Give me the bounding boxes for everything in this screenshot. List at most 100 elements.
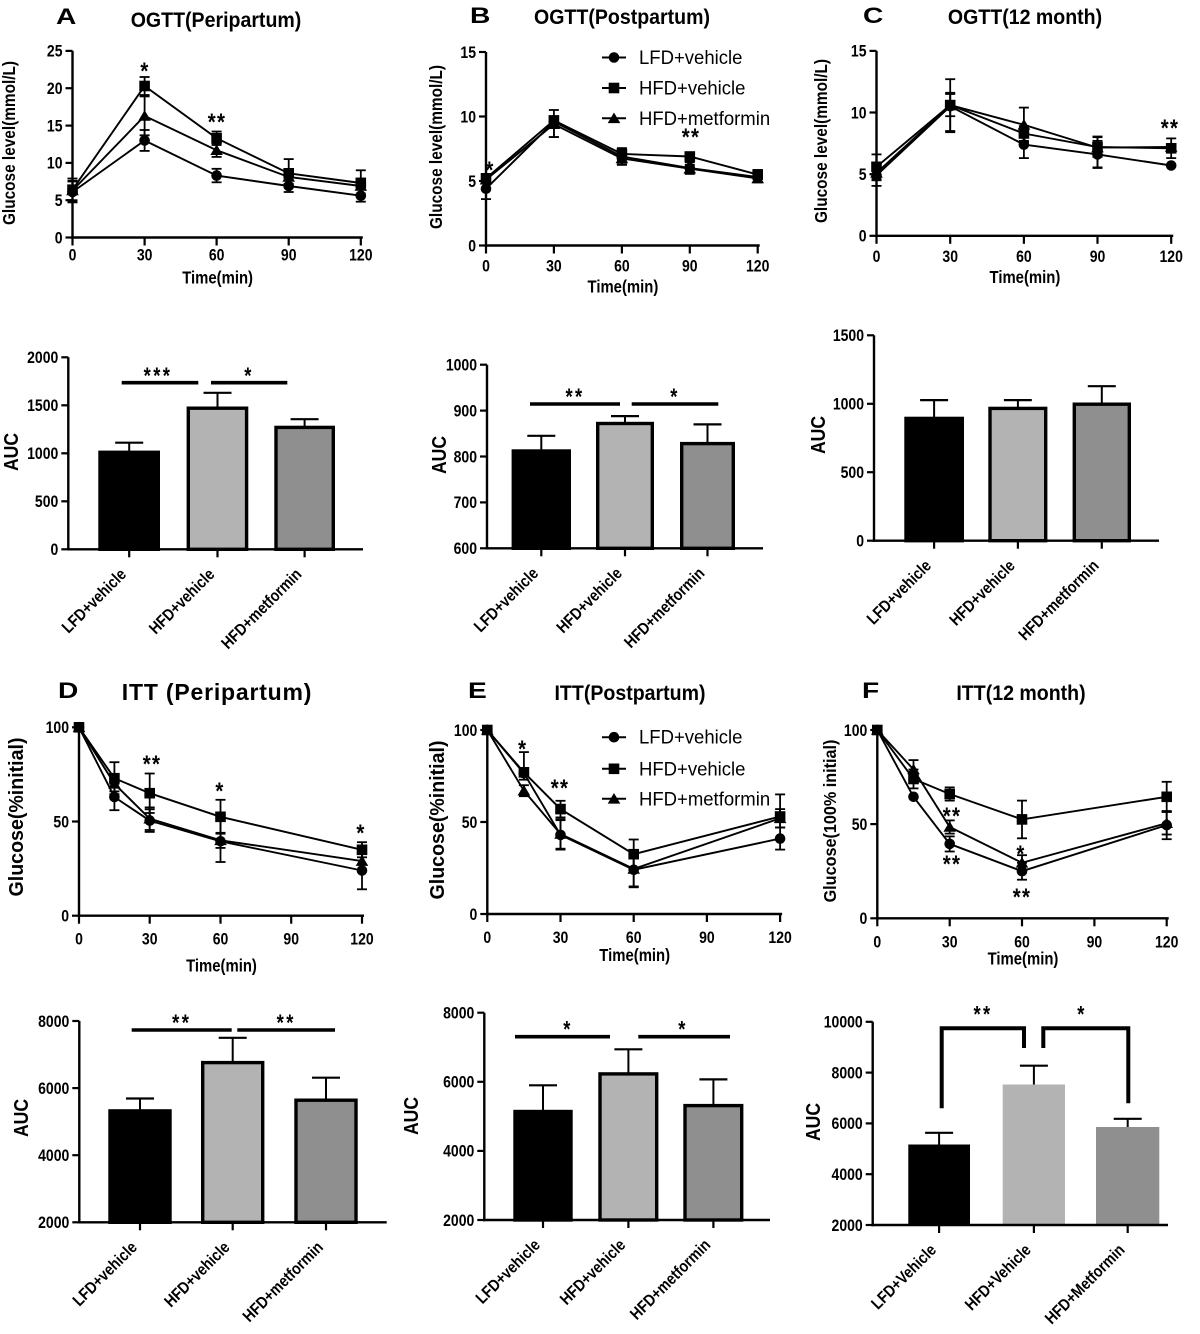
svg-text:Glucose level(mmol/L): Glucose level(mmol/L) xyxy=(811,59,831,223)
svg-text:LFD+vehicle: LFD+vehicle xyxy=(639,48,742,70)
svg-text:Glucose level(mmol/L): Glucose level(mmol/L) xyxy=(426,65,446,229)
svg-text:15: 15 xyxy=(460,44,476,62)
svg-text:60: 60 xyxy=(1014,933,1030,951)
svg-text:0: 0 xyxy=(860,910,868,928)
svg-text:*: * xyxy=(670,385,680,410)
svg-text:*: * xyxy=(215,777,224,804)
svg-text:0: 0 xyxy=(856,532,864,550)
svg-text:**: ** xyxy=(208,108,226,135)
svg-text:0: 0 xyxy=(483,929,491,947)
svg-text:Glucose(100% initial): Glucose(100% initial) xyxy=(820,740,840,903)
svg-text:1000: 1000 xyxy=(833,396,864,414)
svg-text:120: 120 xyxy=(350,931,373,949)
svg-text:6000: 6000 xyxy=(832,1115,863,1133)
svg-text:60: 60 xyxy=(209,246,225,264)
svg-text:*: * xyxy=(1077,1002,1087,1027)
svg-text:*: * xyxy=(563,1017,573,1042)
svg-text:90: 90 xyxy=(281,246,297,264)
svg-text:6000: 6000 xyxy=(38,1080,69,1098)
svg-text:**: ** xyxy=(1161,114,1179,141)
svg-text:4000: 4000 xyxy=(832,1166,863,1184)
svg-text:LFD+vehicle: LFD+vehicle xyxy=(639,727,742,749)
svg-text:4000: 4000 xyxy=(38,1147,69,1165)
svg-text:90: 90 xyxy=(1087,933,1103,951)
svg-text:600: 600 xyxy=(454,540,477,558)
svg-text:***: *** xyxy=(144,364,173,389)
svg-text:**: ** xyxy=(943,850,961,877)
svg-text:4000: 4000 xyxy=(443,1143,474,1161)
svg-text:*: * xyxy=(140,57,149,84)
svg-text:C: C xyxy=(863,4,883,28)
svg-text:*: * xyxy=(356,819,365,846)
svg-text:100: 100 xyxy=(844,722,867,740)
svg-text:90: 90 xyxy=(699,929,715,947)
svg-text:1000: 1000 xyxy=(446,356,477,374)
svg-text:900: 900 xyxy=(454,402,477,420)
svg-text:2000: 2000 xyxy=(38,1214,69,1232)
svg-text:0: 0 xyxy=(61,907,69,925)
svg-text:10000: 10000 xyxy=(824,1014,863,1032)
svg-text:HFD+metformin: HFD+metformin xyxy=(639,108,770,130)
svg-text:90: 90 xyxy=(682,257,698,275)
svg-text:0: 0 xyxy=(470,906,478,924)
svg-text:*: * xyxy=(678,1017,688,1042)
svg-text:B: B xyxy=(470,4,490,28)
svg-text:0: 0 xyxy=(51,541,59,559)
svg-text:HFD+metformin: HFD+metformin xyxy=(639,789,770,811)
svg-text:HFD+vehicle: HFD+vehicle xyxy=(639,759,745,781)
svg-text:*: * xyxy=(1016,840,1025,867)
svg-text:30: 30 xyxy=(546,257,562,275)
svg-text:**: ** xyxy=(565,385,584,410)
svg-text:60: 60 xyxy=(213,931,229,949)
svg-text:Time(min): Time(min) xyxy=(990,268,1061,287)
svg-text:AUC: AUC xyxy=(802,1103,824,1141)
svg-text:**: ** xyxy=(143,750,161,777)
svg-text:0: 0 xyxy=(482,257,490,275)
svg-text:*: * xyxy=(518,735,527,762)
svg-text:0: 0 xyxy=(75,931,83,949)
svg-text:ITT (Peripartum): ITT (Peripartum) xyxy=(122,679,312,705)
svg-text:15: 15 xyxy=(851,43,867,61)
svg-text:0: 0 xyxy=(69,246,77,264)
svg-text:ITT(12 month): ITT(12 month) xyxy=(956,681,1085,705)
svg-text:5: 5 xyxy=(468,173,476,191)
svg-text:90: 90 xyxy=(283,931,299,949)
svg-text:60: 60 xyxy=(626,929,642,947)
svg-text:**: ** xyxy=(551,774,569,801)
svg-text:700: 700 xyxy=(454,494,477,512)
svg-text:Time(min): Time(min) xyxy=(186,957,257,976)
svg-text:10: 10 xyxy=(851,104,867,122)
svg-text:1000: 1000 xyxy=(27,445,58,463)
svg-text:30: 30 xyxy=(137,246,153,264)
svg-text:Glucose(%initial): Glucose(%initial) xyxy=(6,738,28,897)
svg-text:2000: 2000 xyxy=(27,349,58,367)
svg-text:2000: 2000 xyxy=(443,1212,474,1230)
svg-text:ITT(Postpartum): ITT(Postpartum) xyxy=(554,681,705,705)
svg-text:120: 120 xyxy=(746,257,769,275)
svg-text:8000: 8000 xyxy=(443,1004,474,1022)
svg-text:D: D xyxy=(58,679,78,703)
svg-text:AUC: AUC xyxy=(0,433,22,471)
svg-text:500: 500 xyxy=(35,493,58,511)
svg-text:8000: 8000 xyxy=(832,1064,863,1082)
svg-text:5: 5 xyxy=(859,166,867,184)
svg-text:30: 30 xyxy=(942,933,958,951)
svg-text:0: 0 xyxy=(873,248,881,266)
svg-text:Time(min): Time(min) xyxy=(588,277,659,296)
svg-text:HFD+vehicle: HFD+vehicle xyxy=(639,78,745,100)
svg-text:AUC: AUC xyxy=(807,416,829,454)
svg-text:Time(min): Time(min) xyxy=(182,268,253,287)
svg-text:100: 100 xyxy=(46,719,69,737)
svg-text:E: E xyxy=(468,679,487,703)
svg-text:**: ** xyxy=(943,802,961,829)
svg-text:**: ** xyxy=(682,123,700,150)
svg-text:F: F xyxy=(862,679,879,703)
svg-text:5: 5 xyxy=(55,192,63,210)
svg-text:25: 25 xyxy=(47,43,63,61)
svg-text:120: 120 xyxy=(349,246,372,264)
svg-text:30: 30 xyxy=(942,248,958,266)
svg-text:AUC: AUC xyxy=(400,1097,422,1135)
svg-text:**: ** xyxy=(277,1011,296,1036)
svg-text:AUC: AUC xyxy=(10,1099,32,1137)
svg-text:30: 30 xyxy=(142,931,158,949)
